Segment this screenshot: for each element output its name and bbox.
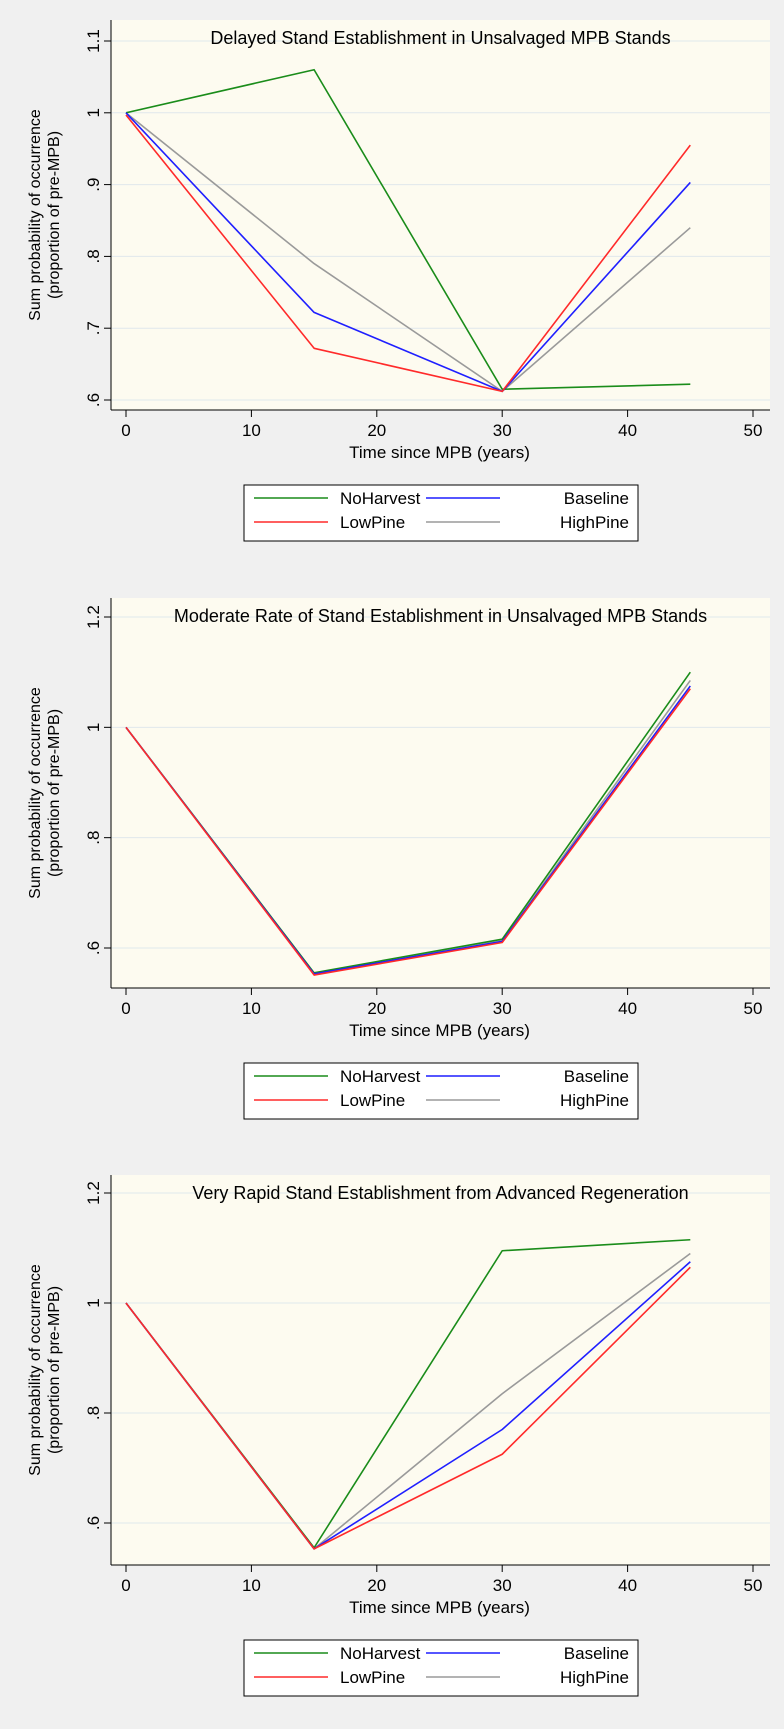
- y-tick-label: 1: [84, 108, 103, 117]
- legend-label-highpine: HighPine: [560, 513, 629, 532]
- legend-box: [243, 1639, 639, 1697]
- x-tick-label: 20: [367, 1576, 386, 1595]
- chart-title: Delayed Stand Establishment in Unsalvage…: [210, 28, 670, 48]
- y-tick-label: 1.2: [84, 1181, 103, 1205]
- x-tick-label: 40: [618, 1576, 637, 1595]
- x-tick-label: 0: [121, 421, 130, 440]
- legend-label-noharvest: NoHarvest: [340, 489, 421, 508]
- chart-title: Very Rapid Stand Establishment from Adva…: [192, 1183, 688, 1203]
- x-tick-label: 30: [493, 999, 512, 1018]
- series-line-lowpine: [125, 688, 691, 976]
- chart-panel-2: .6 .8 1 1.2 0 10 20 30 40 50 Time since MPB (years…: [27, 598, 770, 1120]
- x-tick-label: 50: [744, 421, 763, 440]
- x-tick-label: 20: [367, 999, 386, 1018]
- chart-panel-1: .6 .7 .8 .9 1 1.1 0 10 20 30 40 50 Time since MPB (y…: [27, 20, 770, 542]
- x-tick-label: 20: [367, 421, 386, 440]
- plot-area: [111, 20, 770, 410]
- legend-label-lowpine: LowPine: [340, 513, 405, 532]
- plot-area: [111, 1175, 770, 1565]
- series-line-highpine: [125, 112, 691, 393]
- x-tick-label: 40: [618, 999, 637, 1018]
- x-axis-label: Time since MPB (years): [349, 443, 530, 462]
- legend-label-lowpine: LowPine: [340, 1668, 405, 1687]
- chart-panel-3: .6 .8 1 1.2 0 10 20 30 40 50 Time since MPB (years…: [27, 1175, 770, 1697]
- legend-label-baseline: Baseline: [564, 1644, 629, 1663]
- legend-box: [243, 484, 639, 542]
- legend-label-highpine: HighPine: [560, 1668, 629, 1687]
- x-axis-label: Time since MPB (years): [349, 1021, 530, 1040]
- legend-box: [243, 1062, 639, 1120]
- legend-label-noharvest: NoHarvest: [340, 1644, 421, 1663]
- y-tick-label: .6: [84, 941, 103, 955]
- x-tick-label: 30: [493, 1576, 512, 1595]
- x-tick-label: 30: [493, 421, 512, 440]
- y-tick-label: 1.2: [84, 605, 103, 629]
- y-tick-label: .8: [84, 831, 103, 845]
- legend-label-highpine: HighPine: [560, 1091, 629, 1110]
- y-tick-label: .8: [84, 1406, 103, 1420]
- x-tick-label: 40: [618, 421, 637, 440]
- y-tick-label: .6: [84, 393, 103, 407]
- legend-label-baseline: Baseline: [564, 489, 629, 508]
- series-line-baseline: [125, 112, 691, 393]
- series-line-lowpine: [125, 1266, 691, 1550]
- x-tick-label: 50: [744, 999, 763, 1018]
- x-tick-label: 0: [121, 999, 130, 1018]
- legend: NoHarvest Baseline LowPine HighPine: [243, 1062, 639, 1120]
- y-axis-label: Sum probability of occurrence: [27, 687, 44, 899]
- legend-label-baseline: Baseline: [564, 1067, 629, 1086]
- y-tick-label: 1.1: [84, 29, 103, 53]
- y-tick-label: .6: [84, 1516, 103, 1530]
- x-tick-label: 50: [744, 1576, 763, 1595]
- x-tick-label: 10: [242, 999, 261, 1018]
- y-axis-label: (proportion of pre-MPB): [46, 131, 63, 299]
- y-axis-label: (proportion of pre-MPB): [46, 1286, 63, 1454]
- y-axis-label: Sum probability of occurrence: [27, 1264, 44, 1476]
- x-tick-label: 10: [242, 1576, 261, 1595]
- legend-label-lowpine: LowPine: [340, 1091, 405, 1110]
- y-tick-label: .7: [84, 321, 103, 335]
- x-tick-label: 0: [121, 1576, 130, 1595]
- x-tick-label: 10: [242, 421, 261, 440]
- legend: NoHarvest Baseline LowPine HighPine: [243, 1639, 639, 1697]
- chart-title: Moderate Rate of Stand Establishment in …: [174, 606, 707, 626]
- y-tick-label: 1: [84, 1298, 103, 1307]
- y-tick-label: .9: [84, 178, 103, 192]
- series-line-lowpine: [125, 114, 691, 393]
- y-tick-label: 1: [84, 723, 103, 732]
- legend-label-noharvest: NoHarvest: [340, 1067, 421, 1086]
- y-axis-label: Sum probability of occurrence: [27, 109, 44, 321]
- legend: NoHarvest Baseline LowPine HighPine: [243, 484, 639, 542]
- y-tick-label: .8: [84, 249, 103, 263]
- y-axis-label: (proportion of pre-MPB): [46, 709, 63, 877]
- series-line-noharvest: [125, 68, 691, 391]
- plot-area: [111, 598, 770, 988]
- x-axis-label: Time since MPB (years): [349, 1598, 530, 1617]
